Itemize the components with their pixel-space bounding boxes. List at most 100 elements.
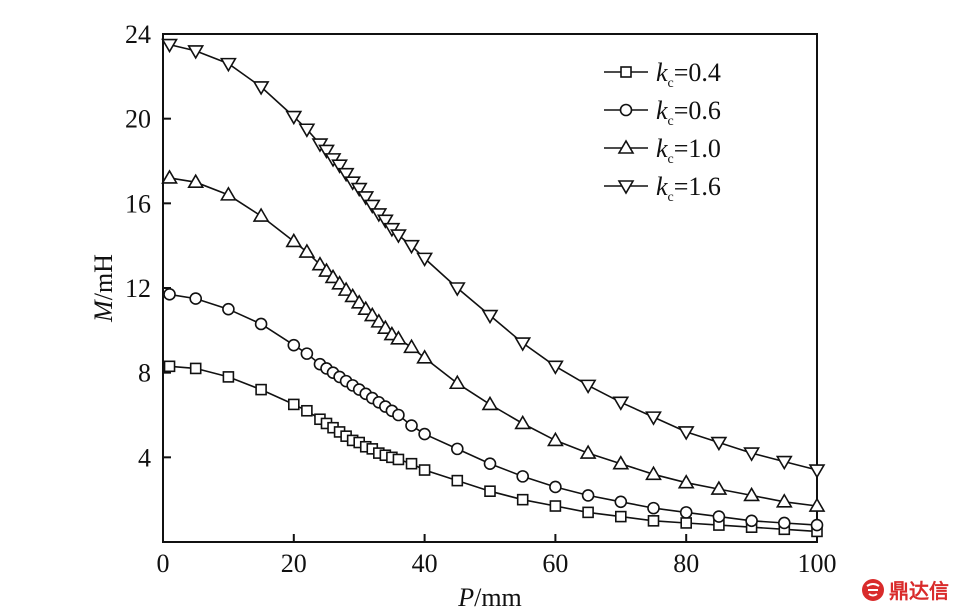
data-point	[612, 396, 630, 411]
data-point	[405, 419, 418, 432]
legend-label: kc=1.0	[656, 134, 721, 167]
x-tick-label: 40	[412, 549, 438, 578]
series-3	[161, 38, 826, 479]
data-point	[331, 275, 348, 290]
data-point	[403, 338, 420, 354]
data-point	[300, 347, 314, 360]
x-axis-title: P/mm	[457, 583, 522, 610]
data-point	[614, 510, 627, 523]
data-point	[448, 282, 466, 297]
data-point	[712, 510, 726, 523]
data-point	[448, 374, 466, 390]
data-point	[481, 309, 499, 325]
data-point	[579, 379, 597, 394]
y-tick-label: 24	[125, 20, 151, 49]
data-point	[775, 493, 793, 508]
legend-marker	[620, 66, 632, 78]
axis-labels: 0 20 40 60 80 100 4 8 12 16 20 24	[125, 20, 837, 578]
data-point	[344, 287, 362, 303]
data-point	[710, 480, 728, 495]
legend-label: kc=1.6	[656, 172, 721, 205]
y-tick-label: 8	[138, 359, 151, 388]
data-point	[484, 485, 496, 498]
data-point	[324, 268, 342, 284]
watermark-logo-icon	[862, 578, 884, 601]
data-point	[163, 360, 176, 373]
data-point	[252, 81, 270, 96]
legend-item: kc=0.4	[604, 58, 721, 91]
data-point	[549, 480, 562, 494]
data-point	[808, 497, 826, 512]
data-point	[405, 457, 418, 470]
data-point	[318, 262, 335, 277]
y-tick-label: 20	[125, 105, 151, 134]
data-point	[680, 517, 693, 529]
series-1	[163, 288, 824, 532]
data-point	[390, 229, 407, 244]
data-point	[647, 515, 660, 527]
data-point	[451, 474, 464, 487]
data-point	[645, 465, 662, 481]
data-point	[743, 486, 760, 502]
data-point	[220, 57, 237, 73]
data-point	[331, 159, 348, 174]
data-point	[416, 349, 433, 364]
data-point	[549, 500, 562, 512]
legend-marker	[619, 103, 633, 117]
data-point	[777, 516, 791, 530]
data-point	[189, 362, 202, 375]
data-point	[483, 457, 497, 470]
data-point	[357, 191, 375, 206]
data-point	[337, 167, 355, 183]
data-point	[220, 186, 237, 201]
data-point	[418, 464, 431, 476]
data-point	[301, 404, 313, 417]
data-point	[775, 455, 793, 471]
data-point	[363, 306, 381, 322]
x-tick-label: 20	[281, 549, 307, 578]
data-point	[582, 506, 594, 519]
plot-area	[161, 33, 826, 543]
data-point	[376, 319, 394, 335]
y-axis-title: M/mH	[89, 254, 118, 323]
series-line	[169, 177, 818, 507]
x-tick-label: 80	[673, 549, 699, 578]
data-point	[222, 302, 235, 316]
data-point	[679, 506, 693, 519]
data-point	[481, 395, 499, 411]
legend-item: kc=1.0	[604, 134, 721, 167]
y-tick-label: 12	[125, 274, 151, 303]
data-point	[745, 514, 758, 528]
data-point	[614, 495, 628, 509]
data-point	[311, 256, 329, 271]
data-point	[547, 431, 564, 447]
data-point	[418, 427, 431, 441]
data-point	[255, 383, 267, 396]
legend: kc=0.4 kc=0.6 kc=1.0 kc=1.6	[604, 58, 721, 205]
data-point	[403, 239, 420, 255]
legend-marker	[617, 139, 635, 154]
legend-marker	[617, 180, 635, 195]
watermark: 鼎达信	[861, 575, 949, 604]
data-point	[710, 436, 728, 452]
data-point	[677, 426, 695, 441]
legend-label: kc=0.4	[656, 58, 721, 91]
data-point	[516, 493, 529, 506]
data-point	[392, 453, 405, 466]
data-point	[514, 337, 532, 352]
x-tick-label: 60	[542, 549, 568, 578]
data-point	[287, 338, 301, 352]
y-tick-label: 16	[125, 189, 151, 218]
data-point	[163, 288, 176, 301]
data-point	[370, 313, 388, 328]
data-point	[450, 442, 464, 456]
data-point	[808, 464, 826, 479]
data-point	[810, 518, 824, 532]
y-tick-label: 4	[138, 443, 151, 472]
data-point	[298, 123, 316, 138]
data-point	[743, 447, 760, 462]
data-point	[376, 214, 394, 229]
data-point	[579, 444, 597, 459]
data-point	[161, 38, 178, 54]
